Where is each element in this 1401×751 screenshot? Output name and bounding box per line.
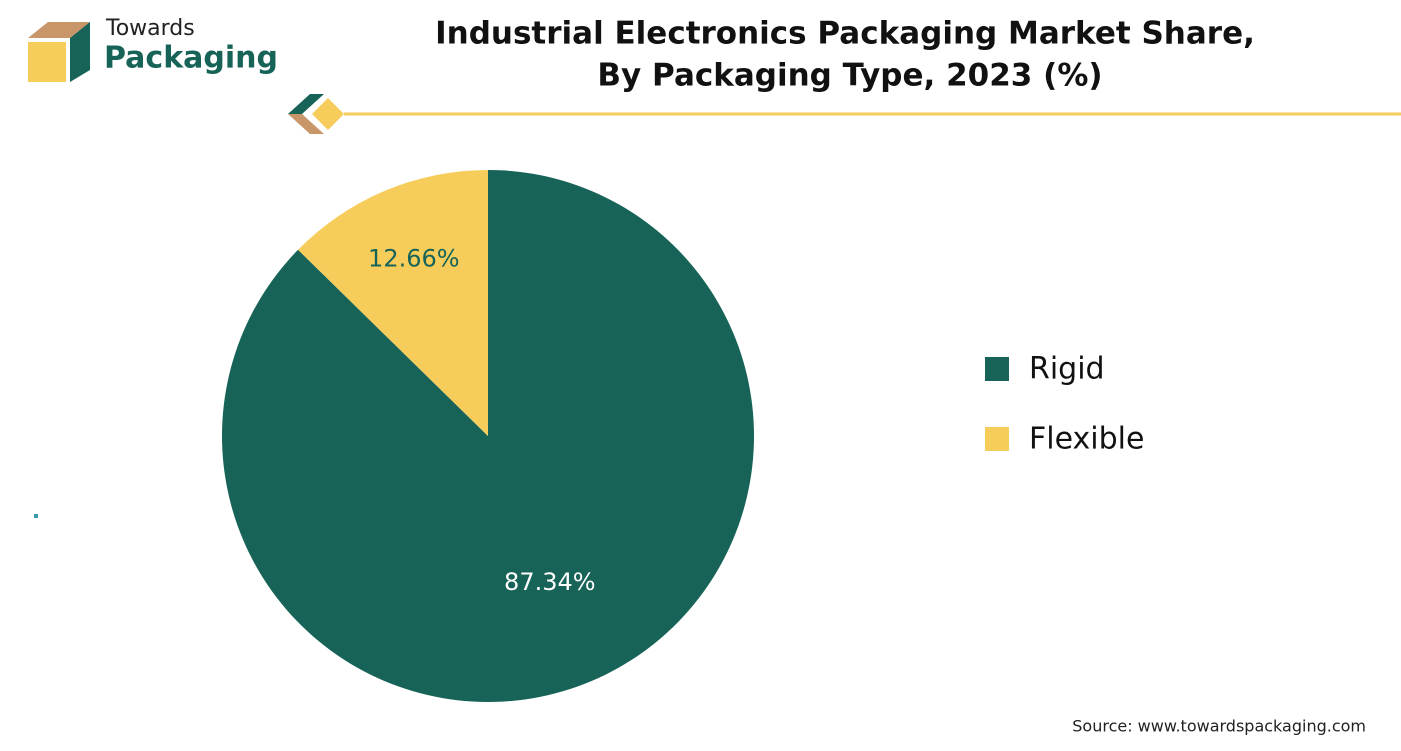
data-label: 12.66%: [368, 244, 460, 272]
chart-title: Industrial Electronics Packaging Market …: [435, 16, 1255, 52]
legend-label: Rigid: [1029, 352, 1105, 387]
logo-bottom: Packaging: [104, 41, 278, 76]
logo: Towards Packaging: [28, 16, 278, 82]
source: Source: www.towardspackaging.com: [1072, 717, 1366, 736]
logo-top: Towards: [105, 16, 195, 41]
legend: Rigid Flexible: [985, 352, 1144, 457]
dot: [34, 514, 38, 518]
data-label: 87.34%: [504, 568, 596, 596]
divider: [288, 94, 1401, 134]
pie: 87.34% 12.66%: [222, 170, 755, 702]
legend-label: Flexible: [1029, 422, 1144, 457]
legend-swatch: [985, 427, 1009, 451]
legend-swatch: [985, 357, 1009, 381]
chart-title: By Packaging Type, 2023 (%): [597, 58, 1102, 94]
pie-slice: [298, 170, 488, 436]
